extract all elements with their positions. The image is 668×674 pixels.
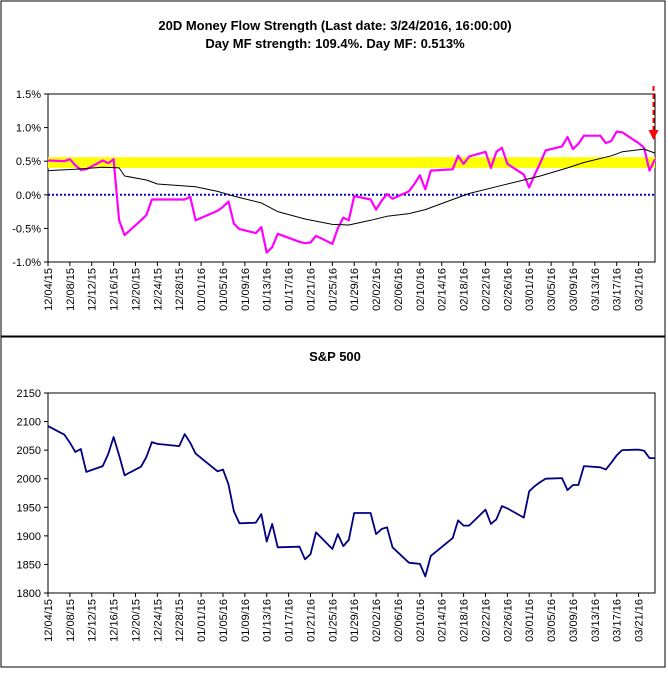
- arrow-head: [648, 130, 659, 140]
- sp-x-tick-label: 03/01/16: [524, 599, 536, 642]
- sp-x-tick-label: 02/18/16: [459, 599, 471, 642]
- sp-x-tick-label: 12/24/15: [152, 599, 164, 642]
- mf-highlight-band: [48, 157, 655, 168]
- sp-x-tick-label: 03/13/16: [590, 599, 602, 642]
- sp-y-tick-label: 1950: [17, 502, 41, 514]
- sp-x-tick-label: 01/13/16: [262, 599, 274, 642]
- sp-y-tick-label: 2050: [17, 445, 41, 457]
- mf-x-tick-label: 03/13/16: [590, 268, 602, 311]
- mf-x-tick-label: 12/20/15: [130, 268, 142, 311]
- sp-y-tick-label: 1800: [17, 588, 41, 600]
- mf-x-tick-label: 03/01/16: [524, 268, 536, 311]
- sp-x-tick-label: 03/05/16: [546, 599, 558, 642]
- money-flow-panel: 20D Money Flow Strength (Last date: 3/24…: [0, 0, 666, 337]
- sp500-plot-area: 2150 2100 2050 2000 1950 1900 1850 180012/04/15…: [17, 388, 656, 642]
- sp-x-tick-label: 01/21/16: [305, 599, 317, 642]
- mf-x-tick-label: 01/05/16: [218, 268, 230, 311]
- mf-x-tick-label: 02/10/16: [415, 268, 427, 311]
- money-flow-panel-border: [0, 0, 666, 337]
- mf-x-tick-label: 03/17/16: [612, 268, 624, 311]
- sp-y-tick-label: 1900: [17, 531, 41, 543]
- mf-x-tick-label: 12/12/15: [87, 268, 99, 311]
- sp-x-tick-label: 01/09/16: [240, 599, 252, 642]
- mf-y-tick-label: -0.5%: [12, 223, 41, 235]
- sp-y-tick-label: 1850: [17, 559, 41, 571]
- mf-strength-line: [47, 148, 656, 226]
- sp-x-tick-label: 12/04/15: [43, 599, 55, 642]
- sp-x-tick-label: 01/05/16: [218, 599, 230, 642]
- mf-x-tick-label: 12/08/15: [65, 268, 77, 311]
- mf-x-tick-label: 12/16/15: [109, 268, 121, 311]
- mf-x-tick-label: 01/25/16: [327, 268, 339, 311]
- sp-x-tick-label: 12/12/15: [87, 599, 99, 642]
- sp-x-tick-label: 03/09/16: [568, 599, 580, 642]
- sp-y-tick-label: 2100: [17, 417, 41, 429]
- sp-x-tick-label: 03/21/16: [634, 599, 646, 642]
- sp500-panel: S&P 500 2150 2100 2050 2000 1950 1900 1850 1800…: [0, 336, 666, 668]
- sp-x-tick-label: 02/22/16: [480, 599, 492, 642]
- mf-x-tick-label: 03/21/16: [634, 268, 646, 311]
- mf-x-tick-label: 02/22/16: [480, 268, 492, 311]
- mf-x-tick-label: 01/13/16: [262, 268, 274, 311]
- sp-x-tick-label: 02/06/16: [393, 599, 405, 642]
- sp-y-tick-label: 2150: [17, 388, 41, 400]
- mf-x-tick-label: 02/26/16: [502, 268, 514, 311]
- sp-x-tick-label: 02/02/16: [371, 599, 383, 642]
- money-flow-title-line1: 20D Money Flow Strength (Last date: 3/24…: [158, 18, 511, 33]
- mf-x-tick-label: 02/18/16: [459, 268, 471, 311]
- mf-x-tick-label: 02/06/16: [393, 268, 405, 311]
- mf-y-tick-label: 0.0%: [16, 190, 41, 202]
- mf-x-tick-label: 01/21/16: [305, 268, 317, 311]
- sp-plot-frame: [47, 392, 656, 594]
- money-flow-title-line2: Day MF strength: 109.4%. Day MF: 0.513%: [205, 36, 465, 51]
- mf-y-tick-label: -1.0%: [12, 257, 41, 269]
- sp500-panel-border: [0, 336, 666, 668]
- mf-x-tick-label: 02/02/16: [371, 268, 383, 311]
- mf-x-tick-label: 01/01/16: [196, 268, 208, 311]
- sp-x-tick-label: 12/08/15: [65, 599, 77, 642]
- mf-x-tick-label: 01/09/16: [240, 268, 252, 311]
- sp500-line: [47, 425, 655, 578]
- sp500-title: S&P 500: [309, 349, 361, 364]
- sp-x-tick-label: 02/26/16: [502, 599, 514, 642]
- daily-mf-line: [47, 130, 656, 254]
- sp-x-tick-label: 12/28/15: [174, 599, 186, 642]
- mf-y-tick-label: 0.5%: [16, 156, 41, 168]
- sp-x-tick-label: 03/17/16: [612, 599, 624, 642]
- sp-x-tick-label: 01/17/16: [284, 599, 296, 642]
- sp-x-tick-label: 12/16/15: [109, 599, 121, 642]
- money-flow-plot-area: 1.5% 1.0% 0.5% 0.0% -0.5% -1.0%12/04/15 12/08/…: [12, 86, 659, 311]
- sp-y-tick-label: 2000: [17, 474, 41, 486]
- sp-x-tick-label: 01/25/16: [327, 599, 339, 642]
- mf-x-tick-label: 02/14/16: [437, 268, 449, 311]
- sp-x-tick-label: 02/10/16: [415, 599, 427, 642]
- mf-x-tick-label: 01/17/16: [284, 268, 296, 311]
- sp-x-tick-label: 02/14/16: [437, 599, 449, 642]
- mf-y-tick-label: 1.0%: [16, 123, 41, 135]
- mf-y-tick-label: 1.5%: [16, 89, 41, 101]
- mf-x-tick-label: 03/09/16: [568, 268, 580, 311]
- mf-plot-frame: [47, 93, 656, 263]
- sp-x-tick-label: 01/01/16: [196, 599, 208, 642]
- mf-x-tick-label: 12/04/15: [43, 268, 55, 311]
- mf-x-tick-label: 12/28/15: [174, 268, 186, 311]
- mf-x-tick-label: 01/29/16: [349, 268, 361, 311]
- sp-x-tick-label: 12/20/15: [130, 599, 142, 642]
- mf-x-tick-label: 03/05/16: [546, 268, 558, 311]
- mf-x-tick-label: 12/24/15: [152, 268, 164, 311]
- sp-x-tick-label: 01/29/16: [349, 599, 361, 642]
